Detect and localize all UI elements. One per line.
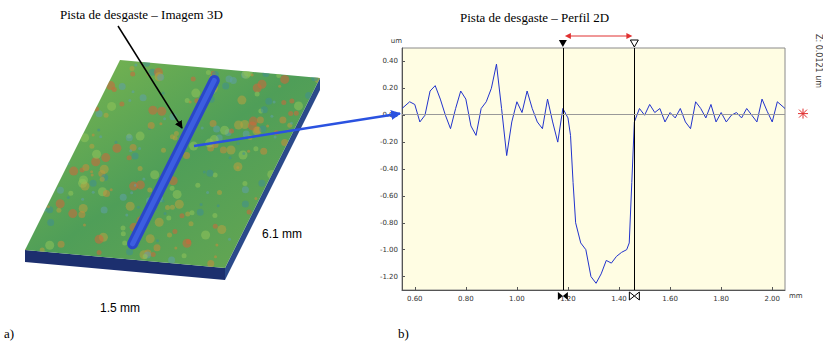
svg-text:b): b) bbox=[398, 326, 409, 341]
svg-text:1.5 mm: 1.5 mm bbox=[100, 301, 140, 315]
svg-text:-0.20: -0.20 bbox=[380, 138, 398, 146]
svg-text:-0.40: -0.40 bbox=[380, 165, 398, 173]
svg-text:Pista de desgaste – Perfil 2D: Pista de desgaste – Perfil 2D bbox=[460, 10, 609, 25]
svg-text:um: um bbox=[391, 37, 402, 45]
svg-text:a): a) bbox=[4, 326, 14, 341]
svg-text:0.40: 0.40 bbox=[382, 57, 398, 65]
svg-text:-0.80: -0.80 bbox=[380, 219, 398, 227]
svg-text:6.1 mm: 6.1 mm bbox=[262, 227, 302, 241]
svg-text:-1.20: -1.20 bbox=[380, 273, 398, 281]
svg-text:1.60: 1.60 bbox=[662, 295, 678, 303]
svg-text:mm: mm bbox=[789, 292, 803, 300]
svg-text:Pista de desgaste – Imagem 3D: Pista de desgaste – Imagem 3D bbox=[60, 7, 223, 22]
svg-text:Z: 0.0121 um: Z: 0.0121 um bbox=[814, 34, 823, 88]
svg-text:-1.00: -1.00 bbox=[380, 246, 398, 254]
svg-text:1.80: 1.80 bbox=[713, 295, 729, 303]
svg-text:-0.60: -0.60 bbox=[380, 192, 398, 200]
svg-text:0.20: 0.20 bbox=[382, 84, 398, 92]
svg-text:0.60: 0.60 bbox=[407, 295, 423, 303]
svg-text:1.40: 1.40 bbox=[611, 295, 627, 303]
svg-text:1.20: 1.20 bbox=[560, 295, 576, 303]
svg-text:2.00: 2.00 bbox=[764, 295, 780, 303]
svg-text:0.80: 0.80 bbox=[458, 295, 474, 303]
svg-text:0.00: 0.00 bbox=[382, 111, 398, 119]
svg-text:1.00: 1.00 bbox=[509, 295, 525, 303]
